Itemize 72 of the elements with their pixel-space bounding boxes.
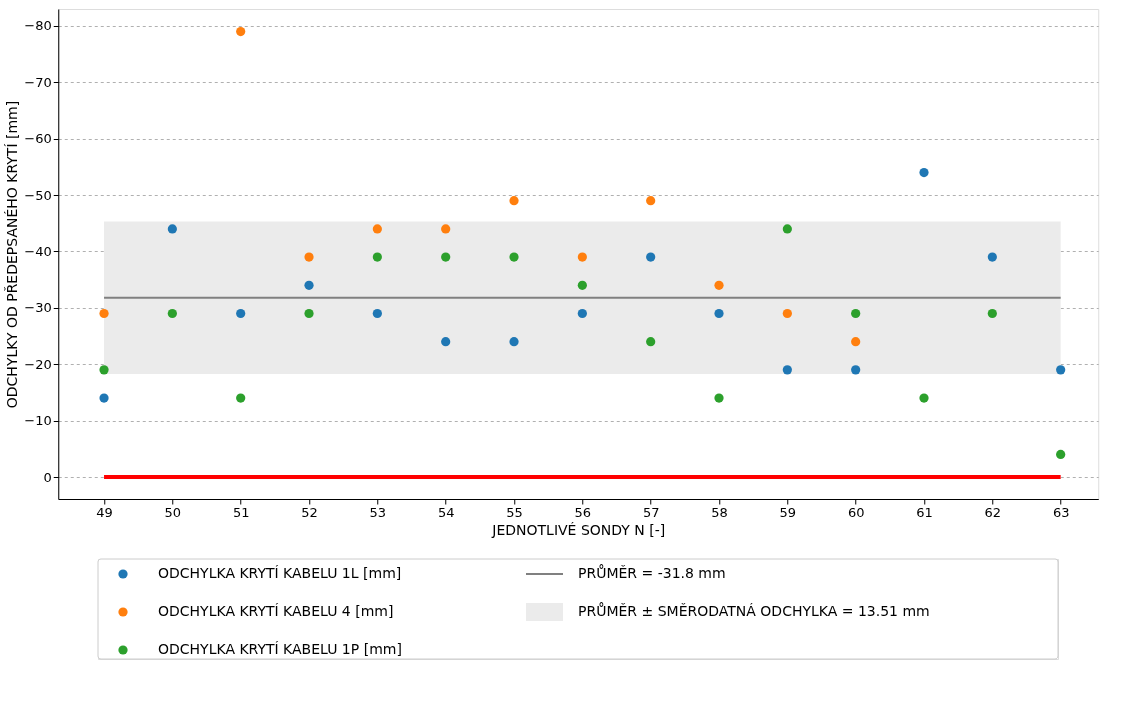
x-tick-label: 53	[369, 504, 387, 520]
point	[1056, 449, 1066, 460]
point	[509, 252, 519, 262]
x-tick-label: 58	[711, 504, 728, 520]
point	[646, 337, 656, 347]
point	[99, 308, 109, 319]
point	[851, 308, 861, 319]
x-tick-label: 63	[1052, 504, 1070, 520]
point	[509, 337, 519, 347]
x-tick-label: 60	[847, 504, 865, 520]
y-tick-label: −80	[24, 18, 52, 34]
point	[714, 308, 724, 319]
x-tick-label: 57	[642, 504, 660, 520]
point	[646, 252, 656, 262]
x-axis-title: JEDNOTLIVÉ SONDY N [-]	[491, 521, 666, 538]
y-tick-label: −20	[24, 356, 52, 372]
x-tick-label: 55	[506, 504, 523, 520]
point	[372, 224, 382, 234]
point	[441, 252, 451, 262]
point	[167, 224, 177, 234]
point	[646, 196, 656, 206]
point	[987, 308, 997, 319]
x-tick-label: 51	[232, 504, 250, 520]
point	[851, 365, 861, 375]
point	[99, 365, 109, 375]
y-tick-label: −60	[24, 131, 52, 147]
point	[372, 252, 382, 262]
x-tick-label: 52	[301, 504, 318, 520]
x-tick-label: 49	[96, 504, 113, 520]
point	[236, 393, 246, 403]
point	[919, 167, 929, 178]
point	[372, 308, 382, 319]
y-tick-label: −40	[24, 243, 52, 259]
y-tick-label: −70	[24, 74, 52, 90]
x-tick-label: 54	[437, 504, 455, 520]
point	[304, 252, 314, 262]
point	[714, 280, 724, 290]
point	[509, 196, 519, 206]
point	[99, 393, 109, 403]
point	[1056, 365, 1066, 375]
point	[304, 308, 314, 319]
point	[987, 252, 997, 262]
x-tick-label: 61	[916, 504, 933, 520]
y-tick-label: −30	[24, 300, 52, 316]
x-tick-label: 59	[779, 504, 797, 520]
point	[782, 224, 792, 234]
y-tick-label: −10	[24, 413, 52, 429]
point	[441, 224, 451, 234]
point	[577, 252, 587, 262]
point	[441, 337, 451, 347]
point	[236, 308, 246, 319]
point	[782, 308, 792, 319]
point	[167, 308, 177, 319]
y-tick-label: −50	[24, 187, 52, 203]
y-axis-title: ODCHYLKY OD PŘEDEPSANÉHO KRYTÍ [mm]	[4, 100, 21, 409]
x-tick-label: 56	[574, 504, 592, 520]
x-tick-label: 50	[164, 504, 182, 520]
point	[714, 393, 724, 403]
point	[577, 308, 587, 319]
point	[304, 280, 314, 290]
point	[782, 365, 792, 375]
legend-label: ODCHYLKA KRYTÍ KABELU 4 [mm]	[158, 603, 394, 619]
legend-label: ODCHYLKA KRYTÍ KABELU 1L [mm]	[158, 565, 402, 581]
x-tick-label: 62	[984, 504, 1002, 520]
legend-label: ODCHYLKA KRYTÍ KABELU 1P [mm]	[158, 641, 402, 657]
point	[919, 393, 929, 403]
y-tick-label: 0	[43, 469, 52, 485]
point	[577, 280, 587, 290]
point	[236, 26, 246, 37]
legend-label: PRŮMĚR ± SMĚRODATNÁ ODCHYLKA = 13.51 mm	[578, 602, 930, 619]
point	[851, 337, 861, 347]
legend-label: PRŮMĚR = -31.8 mm	[578, 564, 726, 581]
